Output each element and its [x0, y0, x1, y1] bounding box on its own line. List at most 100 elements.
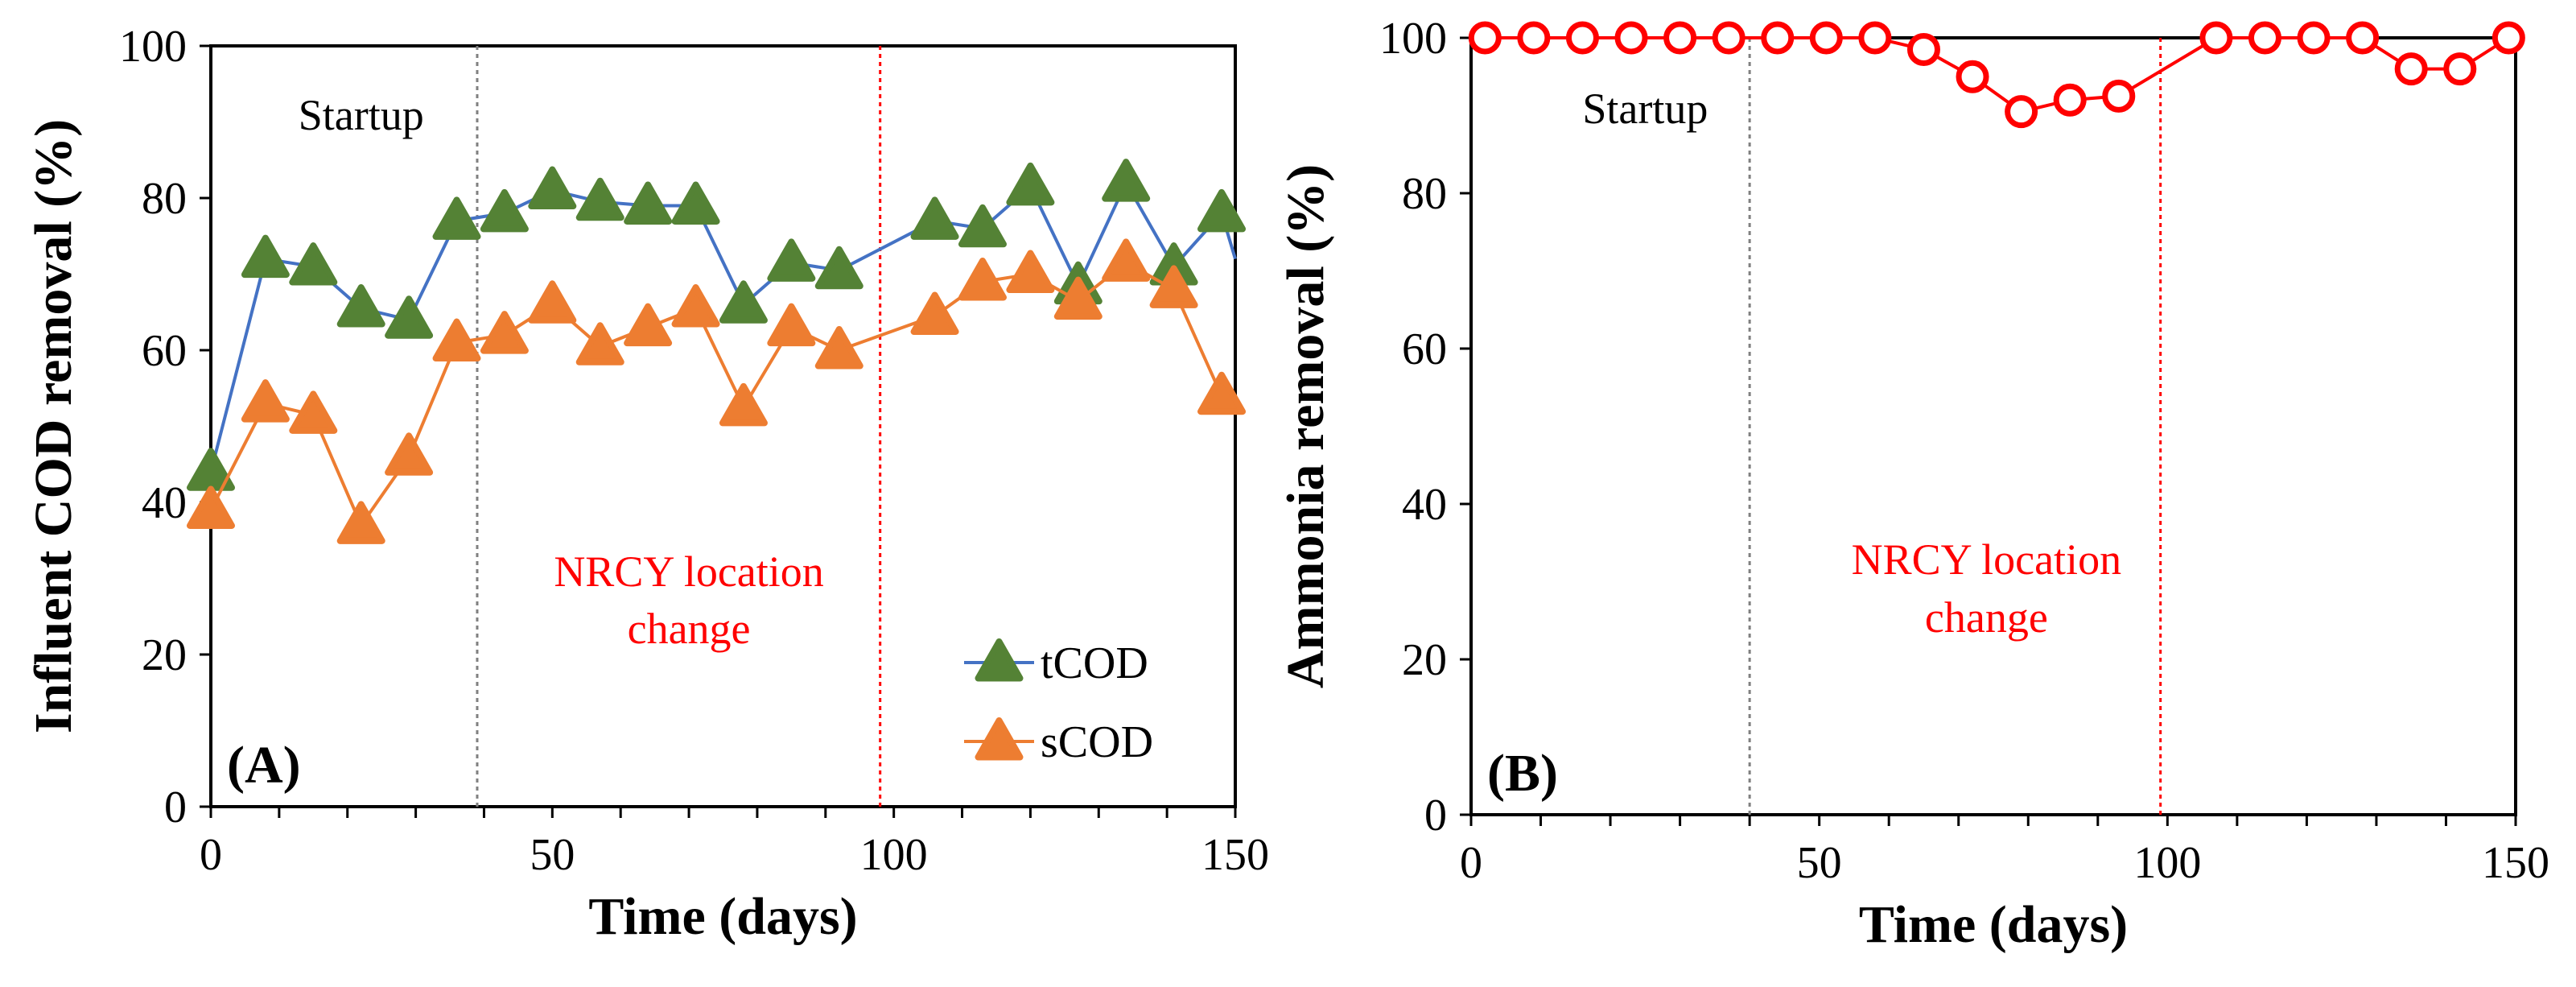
chart-b-panel-label: (B) [1487, 744, 1558, 803]
chart-b-ammonia-series-point [2346, 21, 2380, 55]
chart-a-x-tick-label: 0 [200, 830, 222, 880]
chart-b-x-axis-title: Time (days) [1859, 895, 2128, 954]
chart-a-tcod-series-point [671, 181, 720, 225]
chart-b-ammonia-series-point [2443, 52, 2477, 86]
chart-a-annotation: Startup [299, 91, 424, 139]
chart-a-scod-series-point [1053, 276, 1103, 320]
chart-a-y-tick-label: 60 [142, 326, 187, 376]
chart-b-annotation: NRCY location [1852, 535, 2121, 584]
chart-a-legend-tcod-marker [975, 638, 1024, 682]
chart-a-legend-scod-marker [975, 717, 1024, 761]
chart-a-scod-series-point [187, 485, 235, 529]
chart-a-scod-series-point [624, 303, 673, 347]
chart-a-tcod-series-point [719, 280, 768, 324]
chart-a-tcod-series-point [1197, 188, 1247, 233]
chart-a-scod-series-point [480, 311, 529, 354]
chart-b-ammonia-series-point [1858, 21, 1892, 55]
chart-a-y-tick-label: 40 [142, 478, 187, 528]
chart-b-ammonia-series-point [2248, 21, 2281, 55]
chart-b-ammonia-series-point [1906, 32, 1940, 66]
chart-a-scod-series-point [910, 291, 959, 335]
chart-a-annotation: NRCY location [554, 547, 823, 596]
chart-b-y-axis-title: Ammonia removal (%) [1276, 164, 1335, 688]
chart-a-y-tick-label: 100 [119, 22, 187, 72]
chart-b-x-tick-label: 100 [2133, 838, 2201, 888]
chart-b-ammonia-series-point [1517, 21, 1551, 55]
chart-a-y-axis-title: Influent COD removal (%) [24, 119, 83, 733]
chart-b-y-tick-label: 60 [1402, 324, 1447, 374]
chart-b-x-tick-label: 0 [1460, 838, 1482, 888]
chart-a-scod-series-point [289, 390, 338, 434]
chart-b-y-tick-label: 0 [1424, 791, 1447, 840]
chart-a-scod-series-point [575, 322, 624, 365]
chart-a-tcod-series-point [289, 242, 338, 286]
chart-b-ammonia-series-point [2053, 83, 2087, 117]
chart-a-tcod-series-point [910, 196, 959, 240]
chart-b-plot-frame [1469, 36, 2517, 816]
chart-a-tcod-series-point [336, 284, 385, 328]
chart-a-y-tick-label: 80 [142, 174, 187, 224]
chart-a-scod-series-point [432, 318, 481, 362]
chart-b-ammonia-series-point [1565, 21, 1599, 55]
chart-a-tcod-series-point [767, 238, 816, 282]
chart-a-scod-series-point [385, 432, 434, 476]
chart-a-scod-series-point [671, 284, 720, 328]
chart-a-tcod-series-point [1102, 159, 1151, 202]
chart-a-scod-series-point [767, 303, 816, 347]
chart-a-tcod-series-point [241, 234, 290, 279]
chart-a-tcod-series-point [958, 204, 1007, 248]
chart-a-annotation: change [628, 605, 751, 653]
chart-b-ammonia-series-point [1663, 21, 1697, 55]
chart-b-ammonia-series-point [2394, 52, 2428, 86]
chart-a-scod-series-point [1006, 250, 1055, 293]
chart-a-scod-series-point [241, 379, 290, 423]
chart-b-ammonia-series-point [1809, 21, 1843, 55]
chart-b-x-tick-label: 150 [2482, 838, 2549, 888]
chart-a-tcod-series-point [1006, 162, 1055, 206]
chart-b-annotation: change [1925, 593, 2048, 642]
chart-a-tcod-series-line [209, 179, 1237, 473]
chart-b-ammonia-series-point [2199, 21, 2233, 55]
chart-a-scod-series-point [336, 501, 385, 544]
chart-a-legend: tCOD sCOD [964, 638, 1153, 767]
chart-a-plot-frame [209, 44, 1237, 808]
chart-b-ammonia-series-point [2492, 21, 2525, 55]
chart-a-tcod-series-point [480, 188, 529, 233]
chart-a-tcod-series-point [432, 196, 481, 240]
chart-a-x-axis-title: Time (days) [588, 887, 857, 946]
chart-a-tcod-series-point [575, 177, 624, 221]
chart-a-x-tick-label: 150 [1201, 830, 1269, 880]
chart-a-scod-series-point [719, 382, 768, 427]
chart-a-scod-series-point [958, 257, 1007, 301]
chart-a-tcod-series-point [528, 166, 577, 210]
chart-a-scod-series-point [1102, 238, 1151, 282]
chart-a-y-tick-label: 20 [142, 630, 187, 680]
chart-b-ammonia-series-point [1614, 21, 1648, 55]
chart-a-legend-scod-label: sCOD [1041, 717, 1153, 767]
chart-b-ammonia-series-point [2297, 21, 2331, 55]
chart-a-panel-label: (A) [227, 736, 301, 795]
chart-b-y-tick-label: 80 [1402, 169, 1447, 219]
chart-a-scod-series-point [1197, 371, 1247, 415]
chart-a-scod-series-point [1149, 265, 1198, 308]
chart-b-y-tick-label: 100 [1379, 14, 1447, 64]
chart-a-x-tick-label: 100 [860, 830, 928, 880]
chart-a-tcod-series [187, 159, 1247, 491]
chart-b-x-tick-label: 50 [1797, 838, 1842, 888]
chart-a-scod-series [187, 238, 1247, 544]
chart-b-ammonia-series-point [2102, 79, 2136, 113]
chart-b-y-tick-label: 20 [1402, 635, 1447, 685]
chart-a-tcod-series-point [385, 295, 434, 339]
chart-b-ammonia-series-point [2005, 95, 2038, 129]
chart-a-legend-tcod-label: tCOD [1041, 638, 1148, 688]
chart-b-ammonia-series-point [1956, 60, 1989, 93]
chart-b-ammonia-series [1468, 21, 2525, 129]
chart-a-y-tick-label: 0 [164, 783, 187, 832]
chart-b-ammonia-series-point [1712, 21, 1745, 55]
chart-b-ammonia-series-point [1761, 21, 1795, 55]
chart-b-ammonia-series-point [1468, 21, 1502, 55]
chart-b-y-tick-label: 40 [1402, 480, 1447, 530]
